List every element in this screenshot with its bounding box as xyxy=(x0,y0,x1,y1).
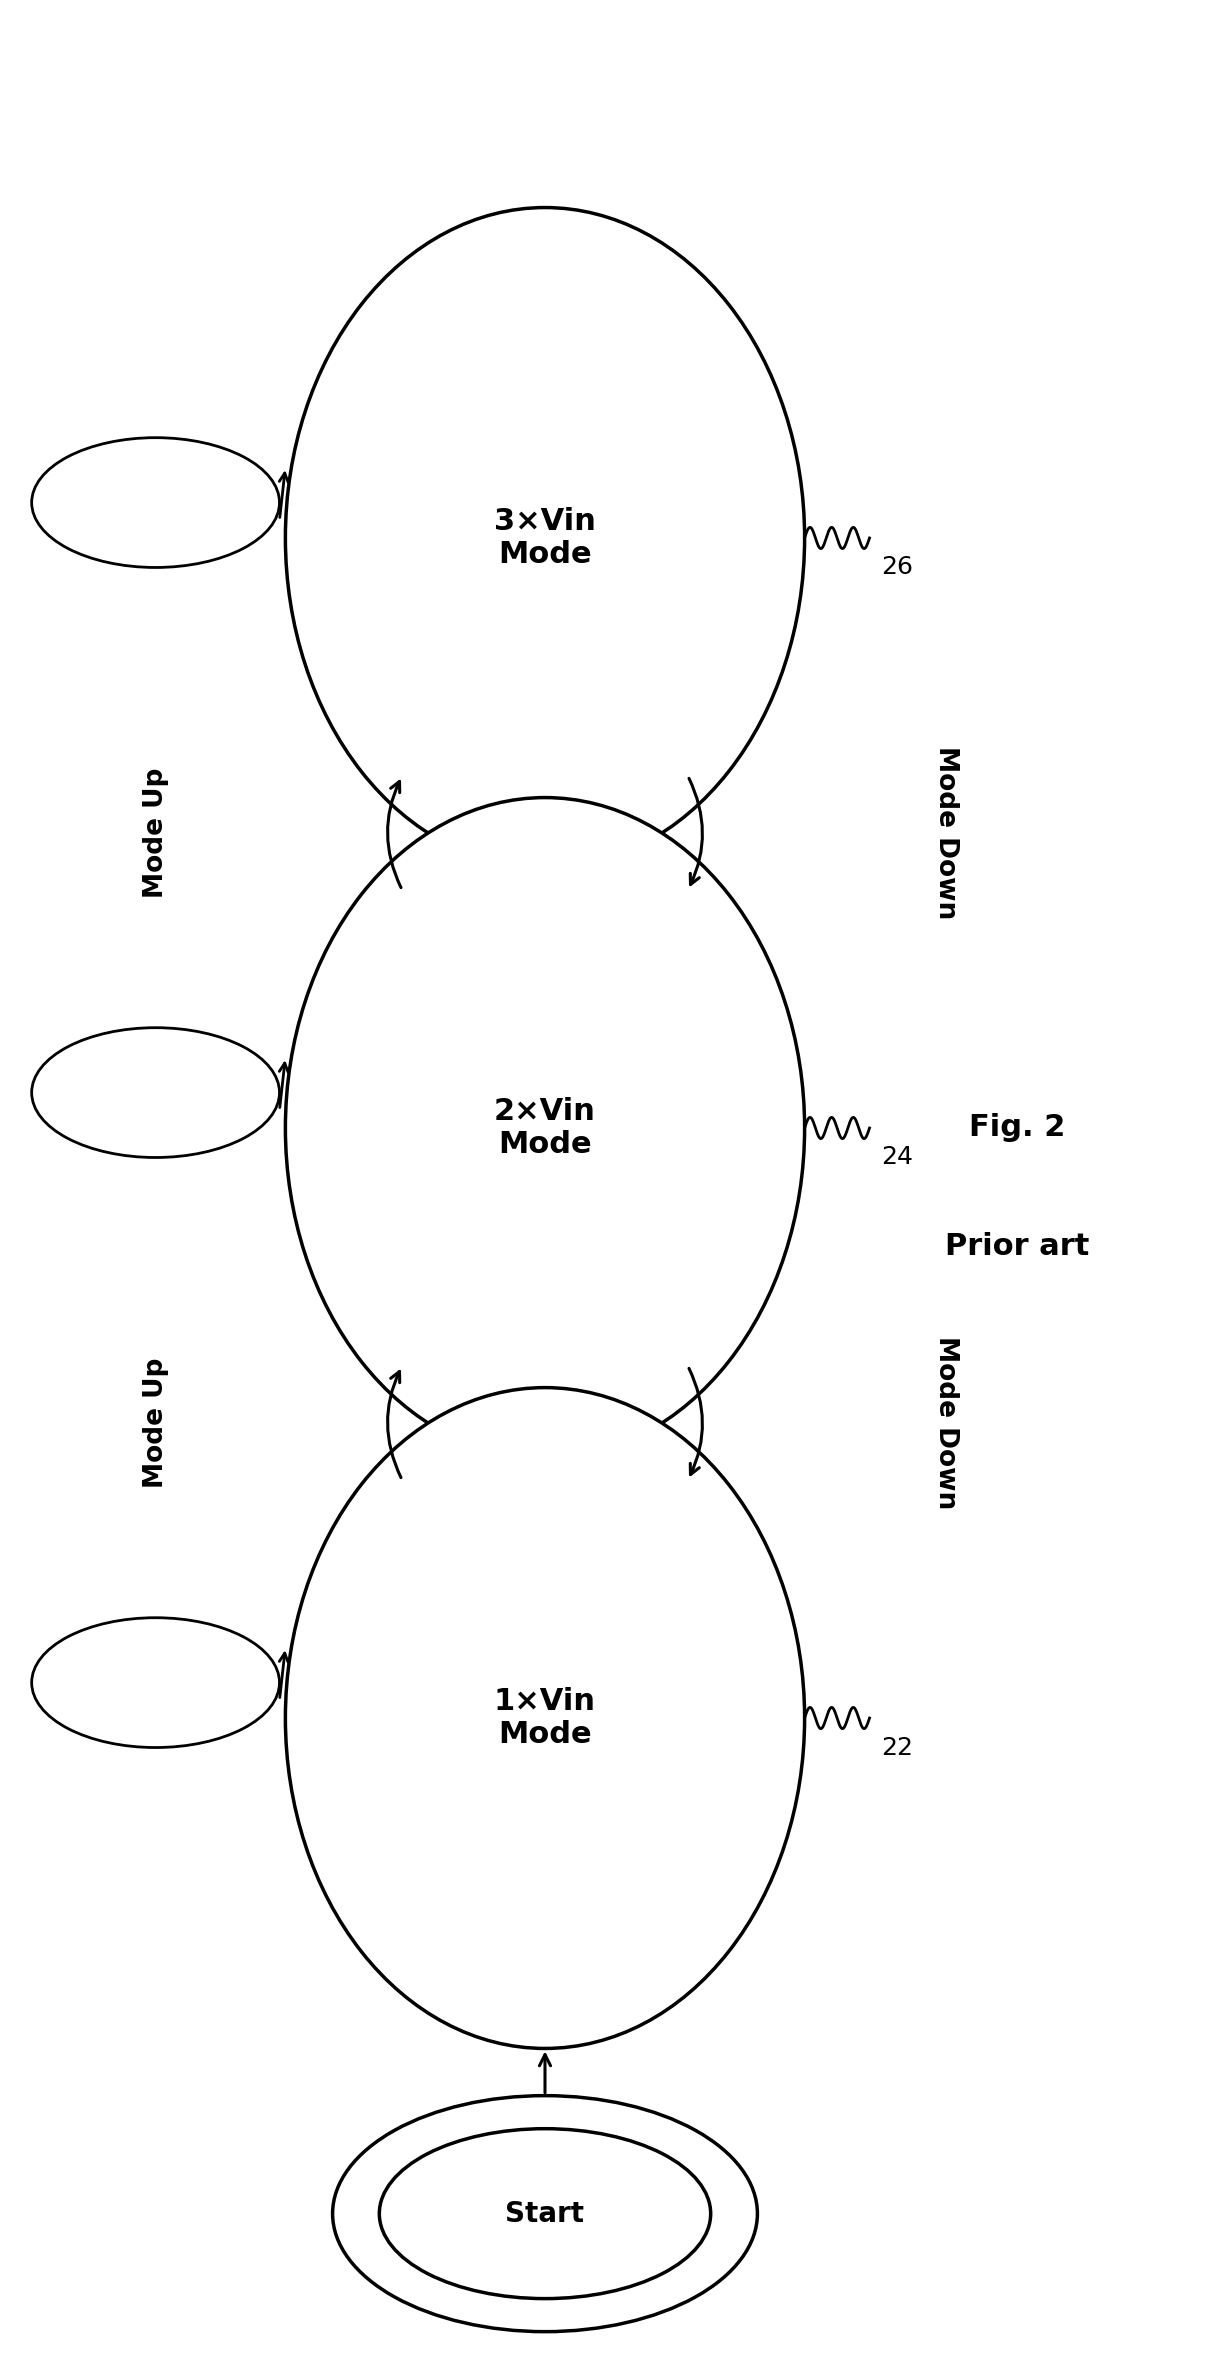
Text: 22: 22 xyxy=(882,1735,913,1759)
Text: 1×Vin
Mode: 1×Vin Mode xyxy=(494,1686,596,1750)
Text: 3×Vin
Mode: 3×Vin Mode xyxy=(494,506,596,570)
Text: 24: 24 xyxy=(882,1147,913,1170)
Ellipse shape xyxy=(31,437,279,567)
Text: Mode Up: Mode Up xyxy=(143,767,169,897)
Ellipse shape xyxy=(379,2129,710,2298)
Ellipse shape xyxy=(285,1389,805,2049)
Ellipse shape xyxy=(285,207,805,869)
Text: Fig. 2: Fig. 2 xyxy=(969,1113,1065,1142)
Text: Mode Down: Mode Down xyxy=(934,745,959,919)
Text: Prior art: Prior art xyxy=(945,1232,1090,1261)
Text: 26: 26 xyxy=(882,556,913,579)
Ellipse shape xyxy=(31,1617,279,1747)
Text: Start: Start xyxy=(505,2201,585,2227)
Text: Mode Down: Mode Down xyxy=(934,1337,959,1510)
Ellipse shape xyxy=(285,798,805,1458)
Text: Mode Up: Mode Up xyxy=(143,1358,169,1488)
Ellipse shape xyxy=(31,1028,279,1159)
Ellipse shape xyxy=(332,2096,757,2331)
Text: 2×Vin
Mode: 2×Vin Mode xyxy=(494,1097,596,1159)
